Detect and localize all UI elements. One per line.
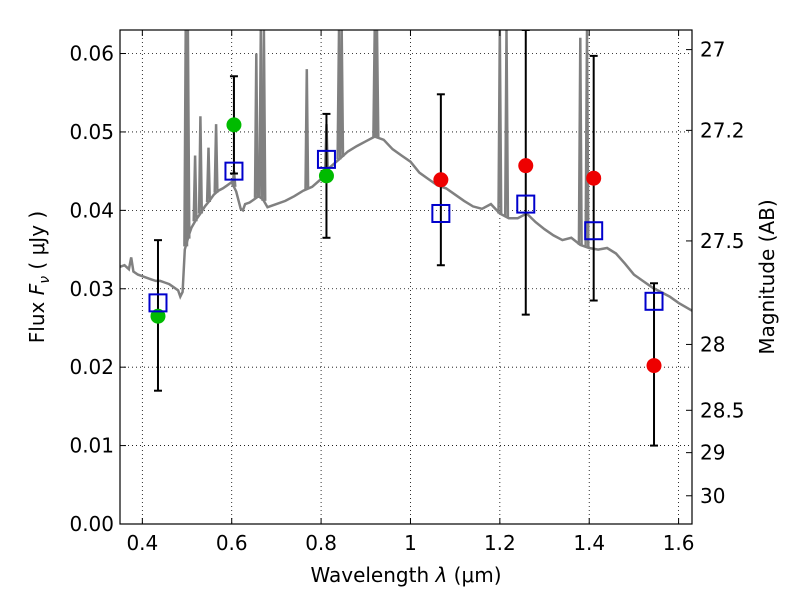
emission-line-spike [185,30,191,239]
emission-line-spike [577,37,583,245]
y2-tick-label: 27.5 [700,229,745,253]
emission-line-spike [258,30,264,198]
y-axis-label-sub: ν [37,276,53,284]
observed-point [586,170,602,186]
emission-line-spike [197,116,204,214]
y2-tick-label: 28 [700,332,725,356]
model-photometry-point [584,221,604,241]
y-axis-label: Flux Fν ( μJy ) [25,211,53,343]
plot-frame [119,29,693,525]
y2-tick-label: 27 [700,38,725,62]
model-photometry-point [431,203,451,223]
x-axis-label: Wavelength λ (μm) [310,563,501,587]
x-tick-label: 0.8 [305,531,337,555]
y2-axis-label: Magnitude (AB) [755,199,779,354]
x-axis-label-var: λ [434,563,447,587]
emission-line-spike [304,69,310,190]
emission-line-spike [253,53,259,198]
model-photometry-point [224,161,244,181]
model-photometry-point [148,293,168,313]
model-photometry-point [516,194,536,214]
y2-tick-label: 28.5 [700,398,745,422]
y2-tick-label: 29 [700,441,725,465]
observed-point [318,168,334,184]
emission-line-spike [374,30,380,138]
y-tick-label: 0.04 [69,198,114,222]
emission-line-spike [497,30,503,214]
y2-tick-label: 27.2 [700,118,745,142]
emission-line-spike [339,30,345,158]
emission-line-spike [192,155,198,222]
x-tick-label: 1.2 [484,531,516,555]
emission-line-spike [261,30,267,201]
emission-line-spike [503,30,510,218]
y-tick-label: 0.06 [69,42,114,66]
observed-point [433,172,449,188]
observed-point [518,158,534,174]
x-axis-label-prefix: Wavelength [310,563,435,587]
x-tick-label: 0.6 [216,531,248,555]
y-tick-label: 0.05 [69,120,114,144]
series-group [120,30,692,447]
x-tick-label: 1.4 [573,531,605,555]
emission-line-spike [213,124,219,193]
emission-line-spike [205,147,212,203]
x-tick-label: 1 [404,531,417,555]
y-tick-label: 0.00 [69,512,114,536]
emission-line-spike [584,30,590,248]
y2-tick-label: 30 [700,484,725,508]
axes-ticks: 0.4 0.6 0.8 1 1.2 1.4 1.6 0.00 0.01 0.02 0.03 0.04 0… [69,30,745,555]
x-tick-label: 0.4 [126,531,158,555]
x-tick-label: 1.6 [663,531,695,555]
y-axis-label-suffix: ( μJy ) [25,211,49,276]
y-axis-label-var: F [25,283,49,295]
model-photometry-point [644,291,664,311]
plot-area [119,29,693,525]
x-axis-label-suffix: (μm) [447,563,501,587]
observed-point [646,358,662,374]
observed-point [150,308,166,324]
sed-model-line [120,135,692,312]
y-axis-label-prefix: Flux [25,295,49,343]
y-tick-label: 0.03 [69,277,114,301]
model-photometry-point [316,149,336,169]
observed-point [226,117,242,133]
y-tick-label: 0.01 [69,434,114,458]
y-tick-label: 0.02 [69,355,114,379]
